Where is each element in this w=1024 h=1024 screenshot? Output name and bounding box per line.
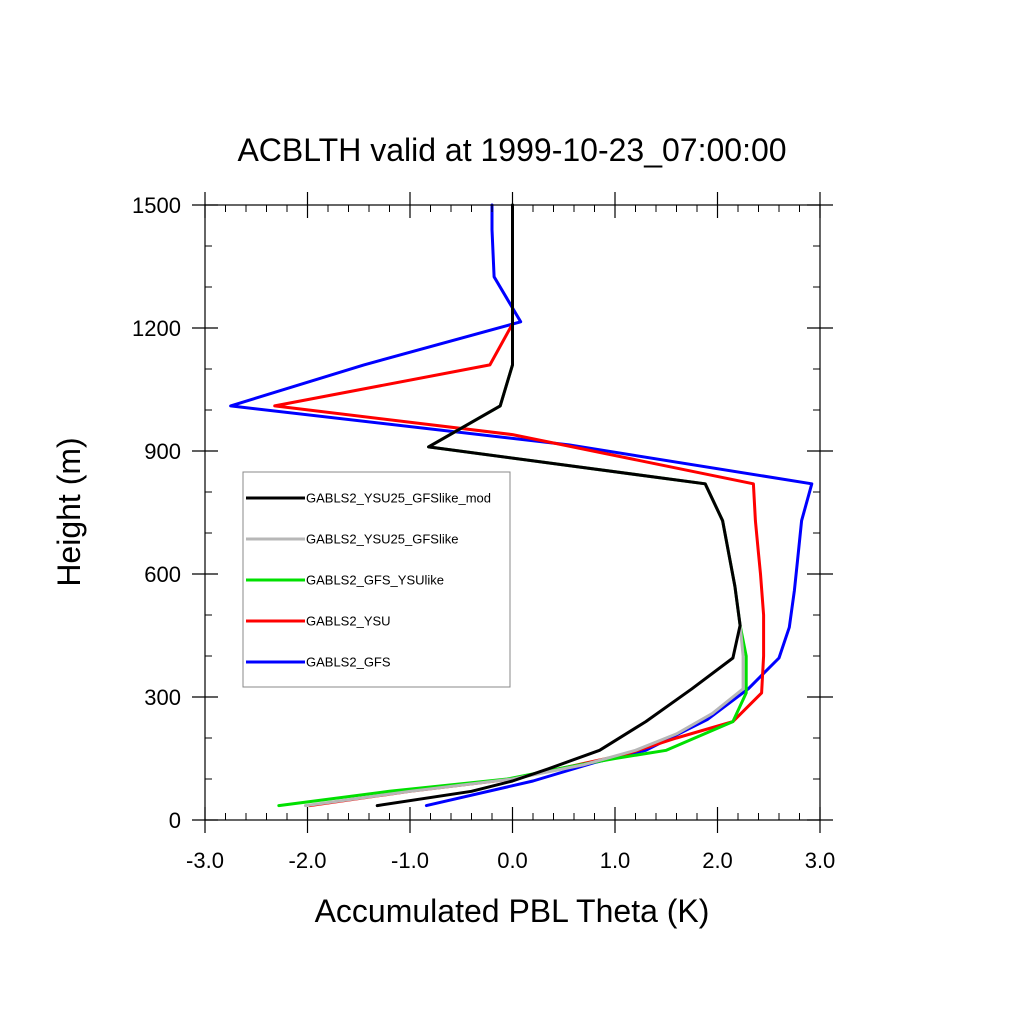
legend-label: GABLS2_GFS_YSUlike: [306, 573, 444, 588]
series-line-gabls2-ysu25-gfslike-mod: [375, 203, 742, 808]
legend-label: GABLS2_YSU25_GFSlike_mod: [306, 491, 491, 506]
x-axis-label: Accumulated PBL Theta (K): [315, 893, 710, 929]
y-tick-label: 1200: [132, 316, 181, 341]
legend-label: GABLS2_GFS: [306, 655, 391, 670]
y-tick-label: 900: [144, 439, 181, 464]
legend-label: GABLS2_YSU25_GFSlike: [306, 532, 458, 547]
x-tick-label: -3.0: [186, 848, 224, 873]
series-line-gabls2-gfs: [229, 203, 814, 808]
legend: GABLS2_YSU25_GFSlike_mod GABLS2_YSU25_GFS…: [242, 471, 511, 688]
y-tick-label: 0: [169, 808, 181, 833]
legend-label: GABLS2_YSU: [306, 614, 391, 629]
x-tick-label: -1.0: [391, 848, 429, 873]
x-tick-label: 2.0: [702, 848, 733, 873]
x-tick-label: 0.0: [497, 848, 528, 873]
x-tick-label: 1.0: [600, 848, 631, 873]
y-tick-label: 600: [144, 562, 181, 587]
y-tick-label: 300: [144, 685, 181, 710]
ticks-layer: -3.0 -2.0 -1.0 0.0 1.0 2.0 3.0 0 300 600 900 1200 15…: [132, 192, 835, 873]
x-tick-label: 3.0: [805, 848, 836, 873]
series-layer: [229, 203, 814, 808]
y-tick-label: 1500: [132, 193, 181, 218]
y-axis-label: Height (m): [51, 437, 87, 586]
x-tick-label: -2.0: [289, 848, 327, 873]
chart-title: ACBLTH valid at 1999-10-23_07:00:00: [237, 132, 786, 168]
